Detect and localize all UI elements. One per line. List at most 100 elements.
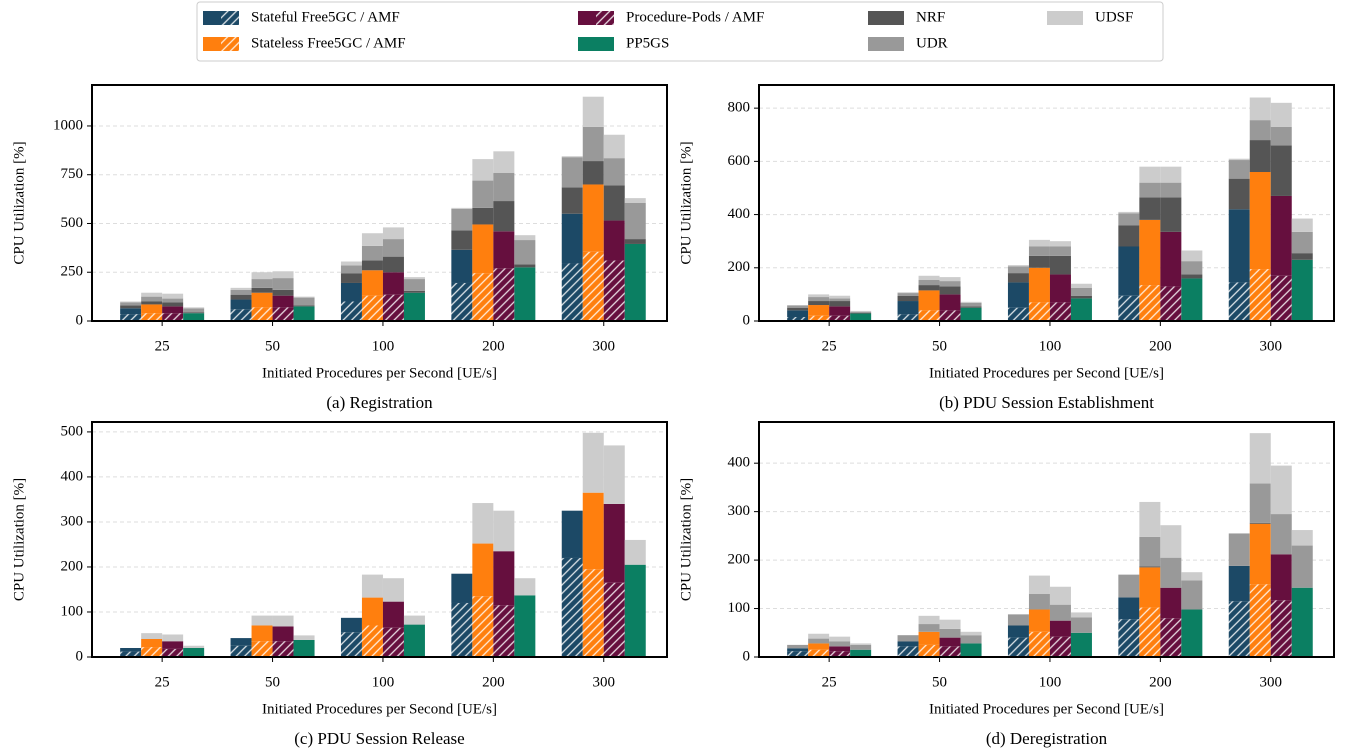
bar-segment — [472, 273, 494, 321]
bar-segment — [493, 231, 515, 269]
bar-segment — [251, 625, 273, 642]
bar-segment — [1070, 612, 1092, 618]
bar-segment — [120, 302, 142, 306]
bar-segment — [1249, 584, 1271, 657]
bar-segment — [1249, 140, 1271, 173]
bar-segment — [120, 308, 142, 315]
bar-segment — [850, 644, 872, 650]
bar-segment — [1070, 287, 1092, 296]
bar-segment — [1007, 282, 1029, 308]
bar-segment — [808, 638, 830, 644]
y-tick-label: 200 — [728, 259, 751, 275]
bar-segment — [808, 315, 830, 321]
y-axis-label: CPU Utilization [%] — [678, 478, 694, 601]
bar-segment — [829, 641, 851, 647]
bar-segment — [361, 295, 383, 321]
bar-segment — [1160, 286, 1182, 321]
bar-segment — [472, 543, 494, 597]
bar-segment — [1270, 126, 1292, 146]
bar-segment — [382, 578, 404, 602]
bar-segment — [1028, 267, 1050, 303]
legend-swatch-hatch — [596, 11, 614, 25]
y-tick-label: 0 — [743, 312, 751, 328]
bar-segment — [1291, 545, 1313, 588]
y-tick-label: 100 — [61, 603, 84, 619]
bar-segment — [787, 651, 809, 657]
y-tick-label: 400 — [728, 206, 751, 222]
bar-segment — [624, 203, 646, 240]
bar-segment — [582, 161, 604, 185]
bar-segment — [1139, 197, 1161, 220]
bar-segment — [340, 282, 362, 302]
bar-segment — [787, 317, 809, 321]
bar-segment — [1049, 246, 1071, 256]
bar-segment — [230, 645, 252, 657]
bar-segment — [939, 619, 961, 629]
y-tick-label: 100 — [728, 600, 751, 616]
bar-segment — [403, 615, 425, 625]
x-tick-label: 300 — [593, 674, 616, 690]
bar-segment — [1270, 195, 1292, 276]
bar-segment — [1291, 253, 1313, 260]
bar-segment — [183, 307, 205, 309]
x-axis-label: Initiated Procedures per Second [UE/s] — [262, 365, 497, 381]
bar-segment — [1028, 246, 1050, 256]
bar-segment — [1270, 514, 1292, 555]
legend-swatch — [1047, 11, 1083, 25]
bar-segment — [1049, 255, 1071, 275]
bar-segment — [1049, 636, 1071, 657]
bar-segment — [1118, 295, 1140, 321]
y-axis-label: CPU Utilization [%] — [11, 478, 27, 601]
bar-segment — [472, 224, 494, 274]
bar-segment — [897, 641, 919, 647]
bar-segment — [141, 633, 163, 639]
bar-segment — [382, 294, 404, 321]
bar-segment — [1270, 145, 1292, 196]
bar-segment — [403, 624, 425, 657]
bar-segment — [230, 287, 252, 290]
bar-segment — [403, 292, 425, 321]
bar-segment — [230, 289, 252, 295]
bar-segment — [472, 159, 494, 181]
bar-segment — [1228, 601, 1250, 657]
bar-segment — [1249, 172, 1271, 270]
bar-segment — [162, 313, 184, 321]
y-tick-label: 0 — [76, 312, 84, 328]
bar-segment — [787, 310, 809, 318]
x-tick-label: 50 — [265, 338, 280, 354]
bar-segment — [1160, 197, 1182, 232]
bar-segment — [1070, 617, 1092, 633]
bar-segment — [829, 295, 851, 299]
bar-segment — [918, 285, 940, 291]
bar-segment — [582, 96, 604, 127]
bar-segment — [1118, 225, 1140, 247]
bar-segment — [382, 227, 404, 240]
bar-segment — [897, 293, 919, 296]
x-tick-label: 25 — [822, 338, 837, 354]
bar-segment — [561, 213, 583, 264]
bar-segment — [561, 187, 583, 214]
bar-segment — [141, 304, 163, 314]
bar-segment — [451, 249, 473, 283]
bar-segment — [624, 539, 646, 565]
chart-title: (a) Registration — [326, 393, 433, 412]
bar-segment — [1249, 269, 1271, 321]
bar-segment — [829, 301, 851, 307]
bar-segment — [1118, 213, 1140, 226]
bar-segment — [960, 635, 982, 644]
bar-segment — [1070, 283, 1092, 288]
bar-segment — [251, 287, 273, 293]
bar-segment — [1270, 102, 1292, 127]
bar-segment — [272, 278, 294, 290]
bar-segment — [230, 294, 252, 300]
bar-segment — [382, 272, 404, 295]
bar-segment — [1007, 273, 1029, 283]
bar-segment — [1139, 285, 1161, 321]
bar-segment — [514, 240, 536, 265]
y-tick-label: 400 — [728, 455, 751, 471]
bar-segment — [230, 299, 252, 310]
x-tick-label: 25 — [155, 338, 170, 354]
bar-segment — [939, 646, 961, 657]
bar-segment — [183, 313, 205, 321]
